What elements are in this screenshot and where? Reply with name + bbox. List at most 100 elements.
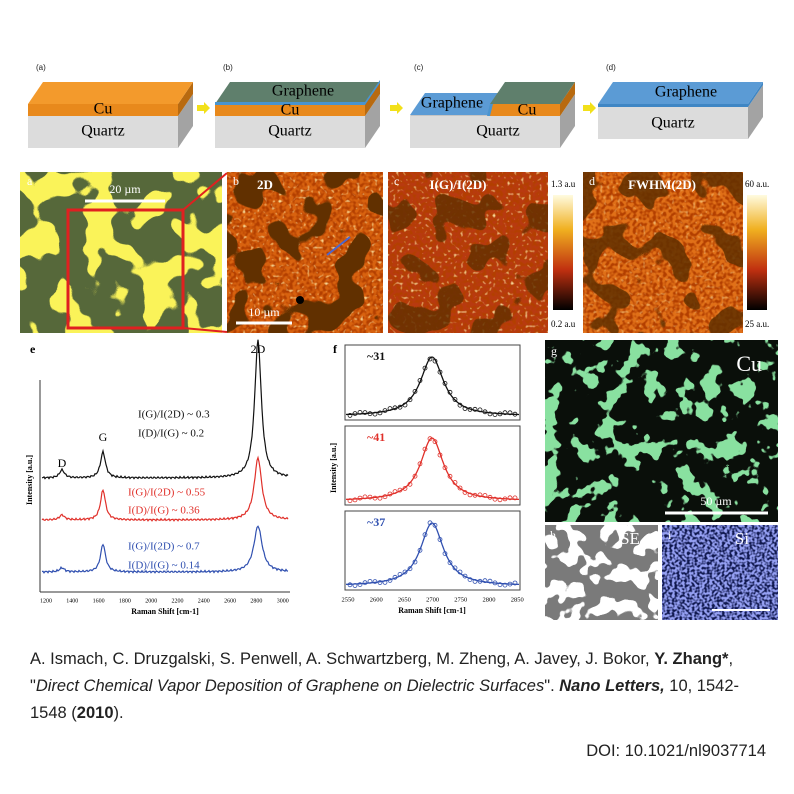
quartz-front — [215, 116, 365, 148]
cu-top — [28, 82, 193, 104]
peak-label: G — [99, 430, 108, 444]
quartz-side — [560, 94, 575, 148]
schematic-c: (c) Graphene Cu Quartz — [410, 63, 575, 148]
citation-segment: Direct Chemical Vapor Deposition of Grap… — [35, 677, 545, 695]
graphene-edge — [215, 102, 365, 105]
fit-point — [492, 496, 498, 502]
citation-segment: , " — [30, 650, 738, 695]
fit-point — [502, 582, 508, 588]
graphene-top — [598, 82, 763, 104]
schematic-d: (d) Graphene Quartz — [598, 63, 763, 139]
spectrum — [41, 525, 289, 574]
layer-label: Cu — [94, 101, 113, 118]
si-signal — [662, 525, 778, 620]
fit-point — [502, 410, 508, 416]
map-title: 2D — [257, 177, 273, 192]
element-label: Si — [735, 529, 749, 548]
fit-curve — [345, 522, 519, 586]
cu-side — [560, 82, 575, 116]
y-axis-label: Intensity [a.u.] — [329, 443, 338, 493]
citation-segment: ". — [544, 677, 560, 695]
citation-segment: 2010 — [76, 704, 114, 722]
fit-point — [462, 573, 468, 579]
quartz-front — [598, 107, 748, 139]
map-dark-region — [227, 172, 383, 333]
fit-point — [402, 569, 408, 575]
graphene-top — [215, 82, 380, 104]
x-axis-label: Raman Shift [cm-1] — [131, 607, 199, 616]
layer-label: Graphene — [272, 83, 334, 100]
panel-label: (a) — [36, 63, 46, 72]
fit-point — [487, 411, 493, 417]
arrow-head — [390, 102, 403, 114]
peak-label: 2D — [251, 342, 266, 356]
layer-label: Cu — [281, 102, 300, 119]
panel-label: b — [233, 174, 239, 188]
peak-label: D — [58, 456, 67, 470]
spectrum — [41, 455, 289, 522]
graphene-top — [490, 82, 575, 104]
panel-label: h — [550, 528, 556, 542]
graphene-edge — [598, 104, 748, 107]
colorbar-label: 25 a.u. — [745, 319, 769, 329]
x-tick-label: 1600 — [93, 598, 105, 604]
graphene-edge — [487, 104, 493, 116]
map-title: FWHM(2D) — [628, 177, 696, 192]
x-axis-label: Raman Shift [cm-1] — [398, 606, 466, 615]
graphene-edge — [365, 80, 380, 105]
fit-point — [407, 397, 413, 403]
x-tick-label: 2800 — [250, 598, 262, 604]
map-title: I(G)/I(2D) — [429, 177, 486, 192]
quartz-front — [410, 116, 560, 148]
cu-side — [178, 82, 193, 116]
fit-point — [432, 522, 438, 528]
copper-stripes — [20, 172, 222, 333]
x-tick-label: 2750 — [454, 596, 467, 603]
zoom-line — [182, 172, 228, 211]
layer-label: Quartz — [651, 115, 695, 132]
layer-label: Quartz — [81, 123, 125, 140]
fit-curve — [345, 356, 519, 416]
schematic-b: (b) Graphene Cu Quartz — [215, 63, 380, 148]
marker — [296, 296, 304, 304]
map-dark-region — [388, 172, 548, 333]
fit-point — [407, 566, 413, 572]
panel-label: e — [30, 342, 36, 356]
cu-front — [28, 104, 178, 116]
citation-segment: A. Ismach, C. Druzgalski, S. Penwell, A.… — [30, 650, 655, 668]
arrow-head — [197, 102, 210, 114]
quartz-side — [178, 94, 193, 148]
cu-signal — [545, 340, 778, 522]
fit-point — [352, 497, 358, 503]
annotation: I(G)/I(2D) ~ 0.3 — [138, 409, 210, 421]
se-features — [545, 525, 658, 620]
cu-side — [365, 82, 380, 116]
layer-label: Graphene — [655, 84, 717, 101]
fit-point — [477, 492, 483, 498]
citation-segment: Y. Zhang* — [654, 650, 729, 668]
fit-point — [487, 578, 493, 584]
cu-front — [215, 104, 365, 116]
x-tick-label: 2200 — [172, 598, 184, 604]
x-tick-label: 2400 — [198, 598, 210, 604]
spectrum — [41, 339, 289, 480]
fit-point — [427, 356, 433, 362]
panel-label: a — [27, 174, 33, 188]
fit-frame — [344, 344, 521, 421]
schematic-a: (a) Cu Quartz — [28, 63, 193, 148]
arrow — [197, 102, 210, 114]
arrow — [583, 102, 596, 114]
x-tick-label: 2000 — [145, 598, 157, 604]
fit-point — [457, 485, 463, 491]
arrow — [390, 102, 403, 114]
panel-label: g — [551, 344, 557, 358]
layer-label: Quartz — [268, 123, 312, 140]
map-dark-region — [583, 172, 743, 333]
fit-point — [447, 560, 453, 566]
panel-label: c — [394, 174, 399, 188]
fit-point — [347, 412, 353, 418]
citation-segment: ). — [113, 704, 124, 722]
graphene-edge — [748, 82, 763, 107]
panel-label: f — [333, 342, 338, 356]
